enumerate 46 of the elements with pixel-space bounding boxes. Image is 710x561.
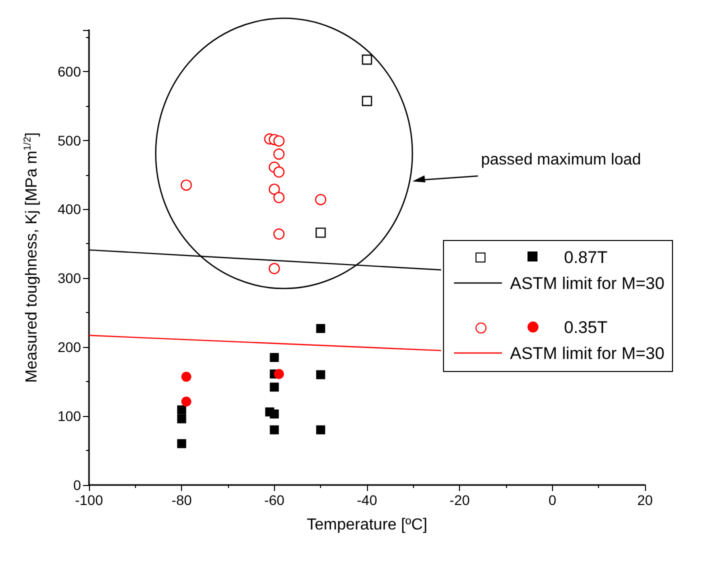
legend-label: ASTM limit for M=30 xyxy=(510,344,664,364)
x-tick-label: -60 xyxy=(264,492,285,508)
point xyxy=(315,194,326,206)
point xyxy=(273,228,285,240)
point xyxy=(316,228,326,238)
y-tick-label: 100 xyxy=(58,408,82,424)
point xyxy=(273,166,285,178)
y-tick-label: 300 xyxy=(58,270,82,286)
x-tick-label: -20 xyxy=(450,492,470,508)
y-tick-label: 0 xyxy=(73,477,82,493)
point xyxy=(180,180,192,191)
y-tick-label: 200 xyxy=(58,339,82,356)
legend-label: 0.87T xyxy=(564,248,608,268)
point xyxy=(181,372,192,382)
y-tick-label: 600 xyxy=(58,63,82,80)
point xyxy=(362,96,372,106)
point xyxy=(270,352,279,362)
legend-label: ASTM limit for M=30 xyxy=(510,274,664,294)
x-tick-label: -80 xyxy=(172,492,192,508)
x-tick-label: 0 xyxy=(548,492,556,508)
y-tick-label: 400 xyxy=(58,201,82,218)
point xyxy=(268,184,280,195)
point xyxy=(273,148,285,160)
point xyxy=(316,370,326,380)
point xyxy=(316,324,326,334)
point xyxy=(273,192,285,204)
annotation: passed maximum load xyxy=(481,152,642,168)
point xyxy=(268,262,280,274)
y-tick-label: 500 xyxy=(58,132,82,148)
x-tick-label: -40 xyxy=(356,492,378,508)
x-tick-label: -100 xyxy=(74,492,104,508)
point xyxy=(270,409,279,418)
x-tick-label: 20 xyxy=(637,492,653,508)
point xyxy=(270,382,279,392)
point xyxy=(273,135,285,147)
point xyxy=(177,414,186,424)
point xyxy=(177,405,186,414)
point xyxy=(274,369,284,380)
point xyxy=(270,425,279,434)
legend-label: 0.35T xyxy=(564,318,608,338)
point xyxy=(316,425,326,434)
y-axis-title: Measured toughness, Kj [MPa m1/2] xyxy=(22,132,40,383)
point xyxy=(181,396,192,407)
x-axis-title: Temperature [ºC] xyxy=(306,516,428,534)
point xyxy=(362,54,372,65)
point xyxy=(177,439,186,448)
